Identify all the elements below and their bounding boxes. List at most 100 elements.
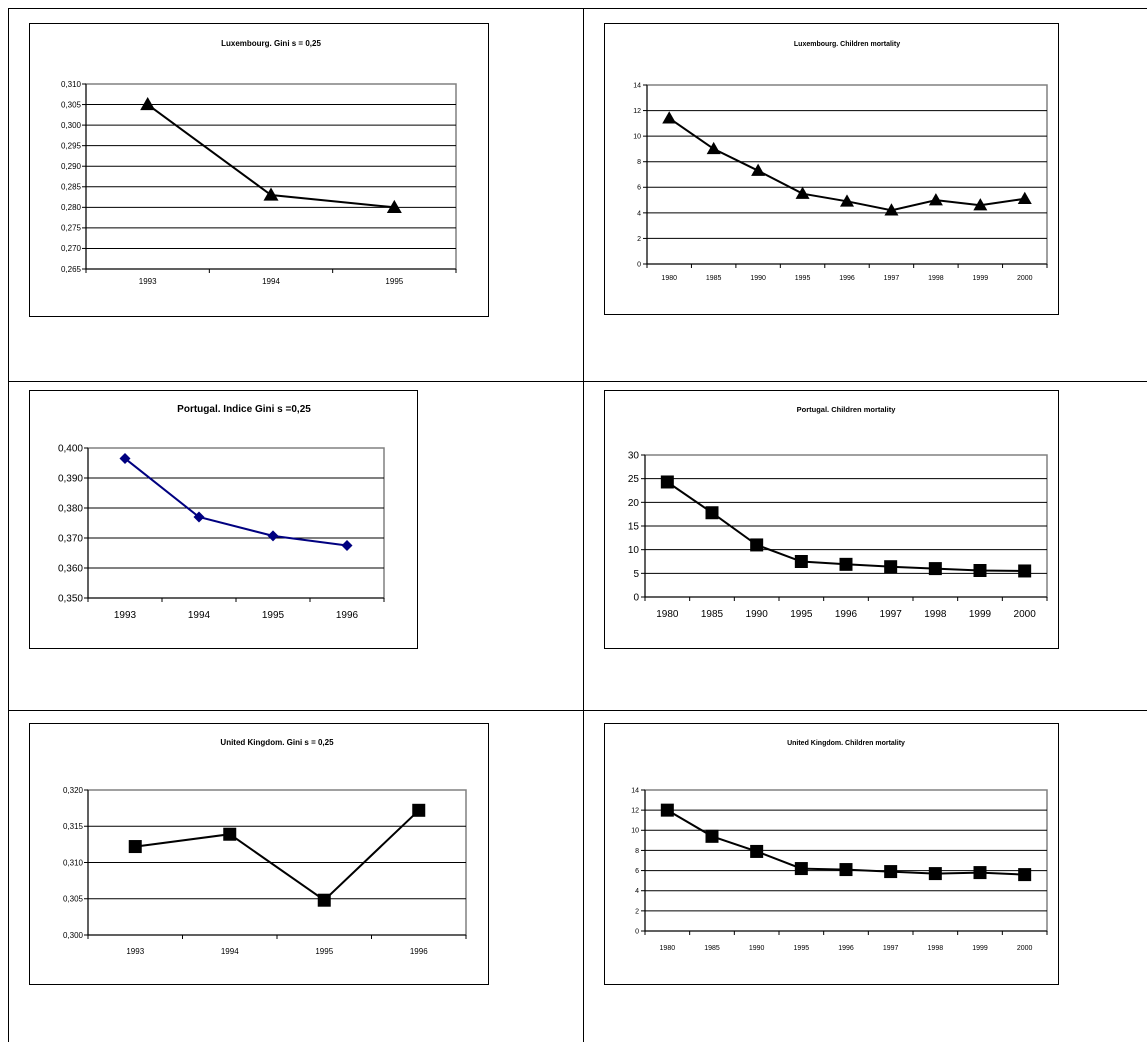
series-line	[135, 809, 420, 902]
data-point	[884, 560, 898, 574]
chart-portugal-gini: Portugal. Indice Gini s =0,25 0,350 0,360 0…	[58, 404, 385, 621]
x-tick-label: 1996	[835, 609, 858, 620]
data-point	[660, 475, 674, 489]
data-point	[140, 97, 156, 111]
y-tick-label: 0,270	[61, 244, 82, 253]
x-tick-label: 1994	[221, 947, 239, 956]
x-tick-label: 1985	[706, 275, 722, 282]
x-tick-label: 1990	[750, 275, 766, 282]
y-tick-label: 20	[628, 498, 640, 509]
x-tick-label: 1999	[972, 945, 988, 952]
y-tick-label: 10	[628, 545, 640, 556]
x-tick-label: 1990	[746, 609, 769, 620]
x-tick-label: 1998	[924, 609, 947, 620]
data-point	[973, 563, 987, 577]
y-tick-label: 0,310	[63, 858, 84, 867]
x-tick-label: 1996	[336, 610, 359, 621]
chart-title: Portugal. Children mortality	[797, 405, 897, 414]
x-tick-label: 1993	[114, 610, 137, 621]
y-tick-label: 4	[635, 888, 639, 895]
y-tick-label: 0,285	[61, 183, 82, 192]
x-tick-label: 1990	[749, 945, 765, 952]
data-point	[263, 187, 279, 201]
chart-frame-luxembourg-gini: Luxembourg. Gini s = 0,25 0,265 0,270 0,275…	[29, 23, 489, 317]
x-tick-label: 1996	[410, 947, 428, 956]
y-tick-label: 0,400	[58, 444, 83, 455]
data-point	[128, 840, 142, 854]
y-tick-label: 6	[637, 185, 641, 192]
chart-frame-portugal-gini: Portugal. Indice Gini s =0,25 0,350 0,360 0…	[29, 390, 418, 649]
x-tick-label: 1995	[385, 277, 403, 286]
y-tick-label: 10	[633, 134, 641, 141]
data-point	[412, 803, 426, 817]
series-line	[124, 457, 348, 547]
plot-area	[646, 84, 1048, 265]
y-tick-label: 0,370	[58, 534, 83, 545]
data-point	[884, 203, 899, 216]
y-tick-label: 0,290	[61, 162, 82, 171]
data-point	[706, 141, 721, 155]
x-tick-label: 1996	[838, 945, 854, 952]
data-point	[750, 538, 764, 552]
data-point	[267, 530, 279, 542]
y-tick-label: 0,360	[58, 564, 83, 575]
y-tick-label: 0,275	[61, 224, 82, 233]
data-point	[794, 862, 808, 876]
data-point	[794, 555, 808, 568]
y-tick-label: 12	[633, 108, 641, 115]
data-point	[751, 163, 766, 176]
chart-portugal-children-mortality: Portugal. Children mortality 0 5 10 15 20 25 30…	[628, 405, 1048, 620]
y-tick-label: 0,295	[61, 141, 82, 150]
plot-area	[87, 447, 385, 599]
chart-frame-uk-mortality: United Kingdom. Children mortality 0 2 4 6 8 1…	[604, 723, 1059, 985]
chart-luxembourg-children-mortality: Luxembourg. Children mortality 0 2 4 6 8 10 12 1…	[633, 41, 1048, 282]
data-point	[705, 506, 719, 520]
data-point	[928, 193, 943, 206]
x-tick-label: 1994	[188, 610, 211, 621]
data-point	[1017, 191, 1032, 205]
x-tick-label: 1994	[262, 277, 280, 286]
x-tick-label: 1980	[656, 609, 679, 620]
y-tick-label: 4	[637, 210, 641, 217]
chart-luxembourg-gini: Luxembourg. Gini s = 0,25 0,265 0,270 0,275…	[61, 39, 457, 286]
y-tick-label: 8	[637, 159, 641, 166]
data-point	[839, 557, 853, 571]
x-tick-label: 1998	[928, 275, 944, 282]
y-tick-label: 30	[628, 451, 640, 462]
y-tick-label: 0	[635, 928, 639, 935]
y-tick-label: 5	[633, 569, 639, 580]
data-point	[840, 194, 854, 207]
y-tick-label: 0,305	[63, 895, 84, 904]
x-tick-label: 1997	[880, 609, 903, 620]
y-tick-label: 15	[628, 522, 640, 533]
y-tick-label: 12	[631, 808, 639, 815]
data-point	[839, 863, 853, 877]
y-tick-label: 0,310	[61, 80, 82, 89]
chart-title: Luxembourg. Children mortality	[794, 41, 900, 48]
y-tick-label: 0,350	[58, 594, 83, 605]
chart-frame-portugal-mortality: Portugal. Children mortality 0 5 10 15 20 25 30…	[604, 390, 1059, 649]
data-point	[973, 866, 987, 880]
data-point	[795, 186, 810, 199]
y-tick-label: 0,265	[61, 265, 82, 274]
data-point	[705, 829, 719, 843]
x-tick-label: 1993	[126, 947, 144, 956]
data-point	[662, 111, 677, 124]
y-tick-label: 0,390	[58, 474, 83, 485]
chart-uk-children-mortality: United Kingdom. Children mortality 0 2 4 6 8 1…	[631, 740, 1048, 952]
x-tick-label: 1993	[139, 277, 157, 286]
y-tick-label: 0,280	[61, 203, 82, 212]
x-tick-label: 2000	[1017, 275, 1033, 282]
x-tick-label: 1995	[795, 275, 811, 282]
plot-area	[85, 83, 457, 270]
y-tick-label: 0	[633, 593, 639, 604]
chart-title: United Kingdom. Gini s = 0,25	[220, 738, 334, 747]
y-tick-label: 14	[633, 82, 641, 89]
chart-title: Luxembourg. Gini s = 0,25	[221, 39, 321, 48]
chart-uk-gini: United Kingdom. Gini s = 0,25 0,300 0,305 0…	[63, 738, 467, 956]
x-tick-label: 1980	[661, 275, 677, 282]
x-tick-label: 2000	[1014, 609, 1037, 620]
y-tick-label: 10	[631, 828, 639, 835]
x-tick-label: 1995	[790, 609, 813, 620]
